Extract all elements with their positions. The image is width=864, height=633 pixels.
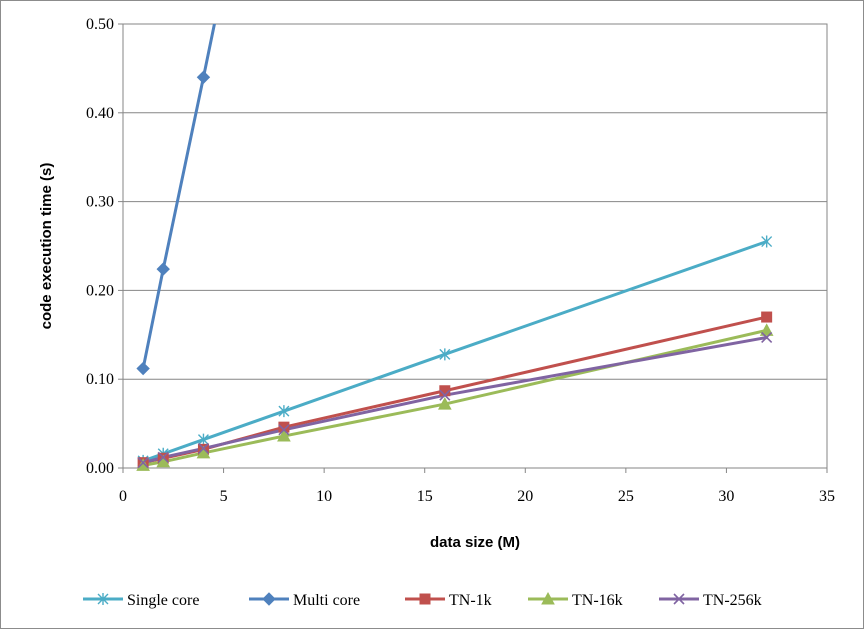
data-point-multi-core [156,262,170,276]
data-point-tn-256k [439,389,451,401]
data-point-tn-16k [277,428,291,442]
x-tick-label: 15 [417,488,433,505]
legend-marker-tn-1k [419,593,431,605]
axes [118,23,828,473]
gridlines [123,23,827,380]
legend-item-tn-16k: TN-16k [528,591,623,609]
legend-item-tn-256k: TN-256k [659,592,762,609]
legend: Single core Multi core TN-1k TN-16k TN-256k [83,591,762,609]
data-point-single-core [439,348,451,361]
data-point-tn-256k [761,331,773,344]
y-axis-title: code execution time (s) [38,163,55,330]
legend-label-tn-1k: TN-1k [449,592,492,609]
series-line-multi-core [141,24,216,371]
legend-label-tn-16k: TN-16k [572,592,623,609]
y-tick-labels: 0.00 0.10 0.20 0.30 0.40 0.50 [86,16,114,477]
series-line-tn-256k [141,335,769,465]
data-point-tn-16k [437,397,452,410]
x-tick-labels: 0 5 10 15 20 25 30 35 [119,488,835,505]
data-point-tn-256k [157,451,169,463]
x-tick-label: 0 [119,488,127,505]
y-tick-label: 0.30 [86,194,114,211]
y-tick-label: 0.20 [86,282,114,299]
legend-item-multi-core: Multi core [249,592,360,609]
y-tick-label: 0.40 [86,105,114,122]
data-point-tn-256k [137,457,149,469]
x-tick-label: 20 [517,488,533,505]
y-tick-label: 0.50 [86,16,114,33]
data-point-single-core [761,235,773,248]
data-point-single-core [197,433,209,446]
plot-area-border [122,23,828,469]
legend-marker-multi-core [262,592,276,606]
x-tick-label: 10 [316,488,332,505]
x-tick-label: 25 [618,488,634,505]
legend-marker-tn-16k [541,591,555,605]
x-tick-label: 5 [220,488,228,505]
data-point-tn-16k [759,323,774,336]
data-point-single-core [278,405,290,418]
y-tick-label: 0.00 [86,460,114,477]
legend-label-tn-256k: TN-256k [703,592,762,609]
data-point-tn-1k [761,311,773,323]
x-axis-title: data size (M) [430,534,520,551]
data-point-tn-256k [197,442,210,455]
data-point-multi-core [136,361,150,376]
x-tick-label: 35 [819,488,835,505]
legend-item-tn-1k: TN-1k [405,592,492,609]
data-point-tn-256k [278,424,290,436]
marker-group [136,70,774,471]
y-tick-label: 0.10 [86,371,114,388]
data-point-multi-core [196,70,211,84]
series-group [141,24,769,467]
x-tick-label: 30 [718,488,734,505]
legend-item-single-core: Single core [83,592,199,609]
legend-marker-single-core [97,593,109,605]
legend-label-single-core: Single core [127,592,199,609]
legend-label-multi-core: Multi core [293,592,360,609]
legend-marker-tn-256k [673,593,685,605]
